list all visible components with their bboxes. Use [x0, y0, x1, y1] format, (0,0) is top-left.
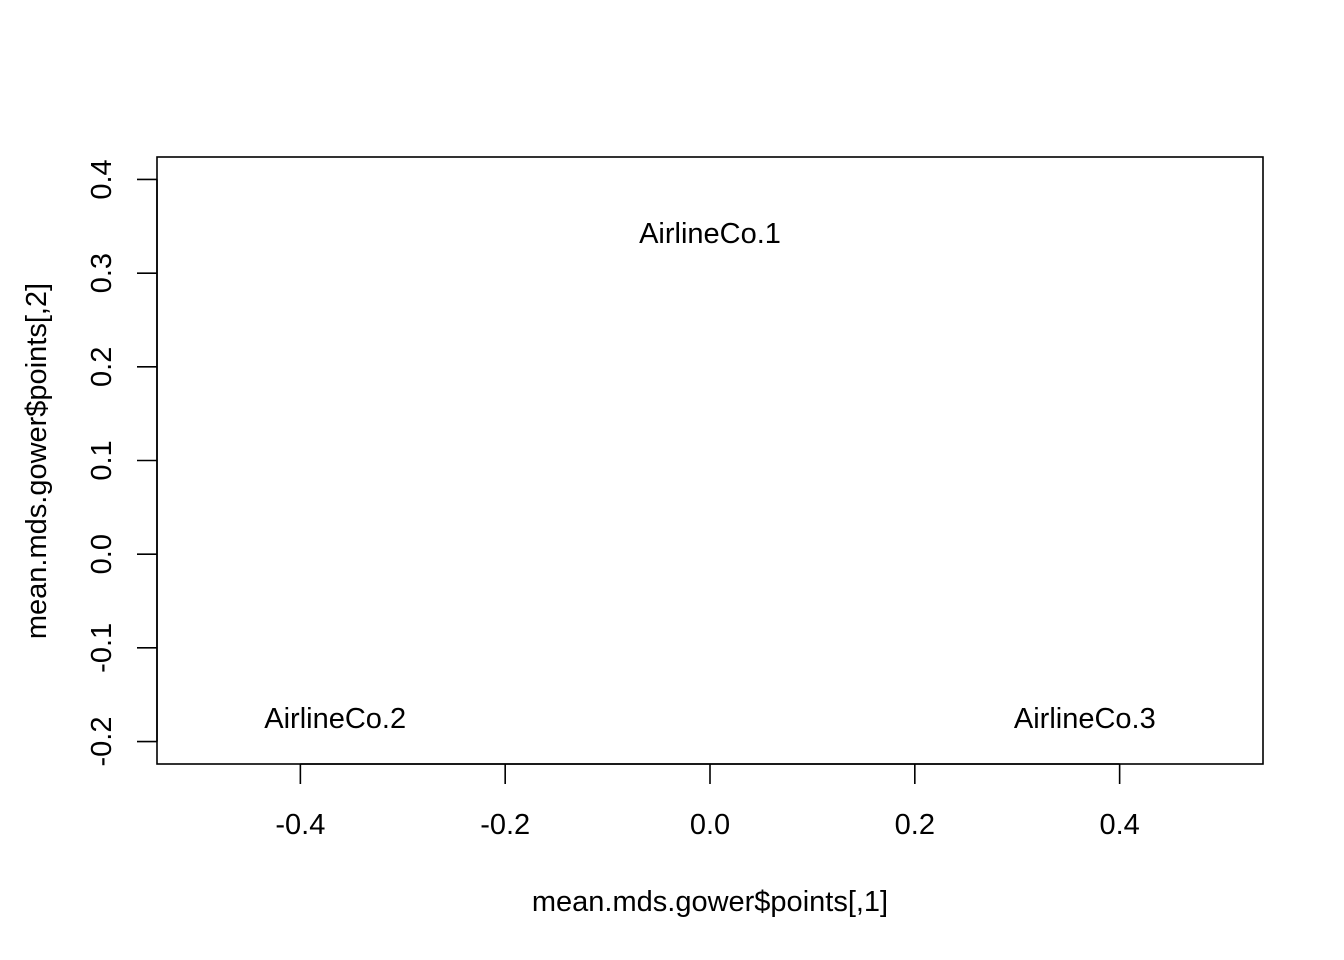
- y-axis-title: mean.mds.gower$points[,2]: [21, 283, 53, 639]
- point-labels: AirlineCo.1 AirlineCo.2 AirlineCo.3: [264, 218, 1155, 735]
- x-axis-title: mean.mds.gower$points[,1]: [532, 886, 888, 918]
- y-tick-label: 0.1: [86, 440, 118, 480]
- x-tick-label: 0.0: [690, 809, 730, 841]
- y-tick-label: 0.4: [86, 159, 118, 199]
- point-label: AirlineCo.3: [1014, 703, 1156, 735]
- y-tick-label: -0.1: [86, 623, 118, 673]
- point-label: AirlineCo.1: [639, 218, 781, 250]
- x-tick-label: -0.4: [275, 809, 325, 841]
- x-axis: -0.4 -0.2 0.0 0.2 0.4: [275, 763, 1140, 841]
- x-tick-label: 0.4: [1099, 809, 1139, 841]
- y-tick-label: 0.3: [86, 253, 118, 293]
- y-axis: -0.2 -0.1 0.0 0.1 0.2 0.3 0.4: [86, 159, 158, 767]
- y-tick-label: 0.2: [86, 347, 118, 387]
- point-label: AirlineCo.2: [264, 703, 406, 735]
- x-tick-label: 0.2: [895, 809, 935, 841]
- y-tick-label: -0.2: [86, 717, 118, 767]
- y-tick-label: 0.0: [86, 534, 118, 574]
- x-tick-label: -0.2: [480, 809, 530, 841]
